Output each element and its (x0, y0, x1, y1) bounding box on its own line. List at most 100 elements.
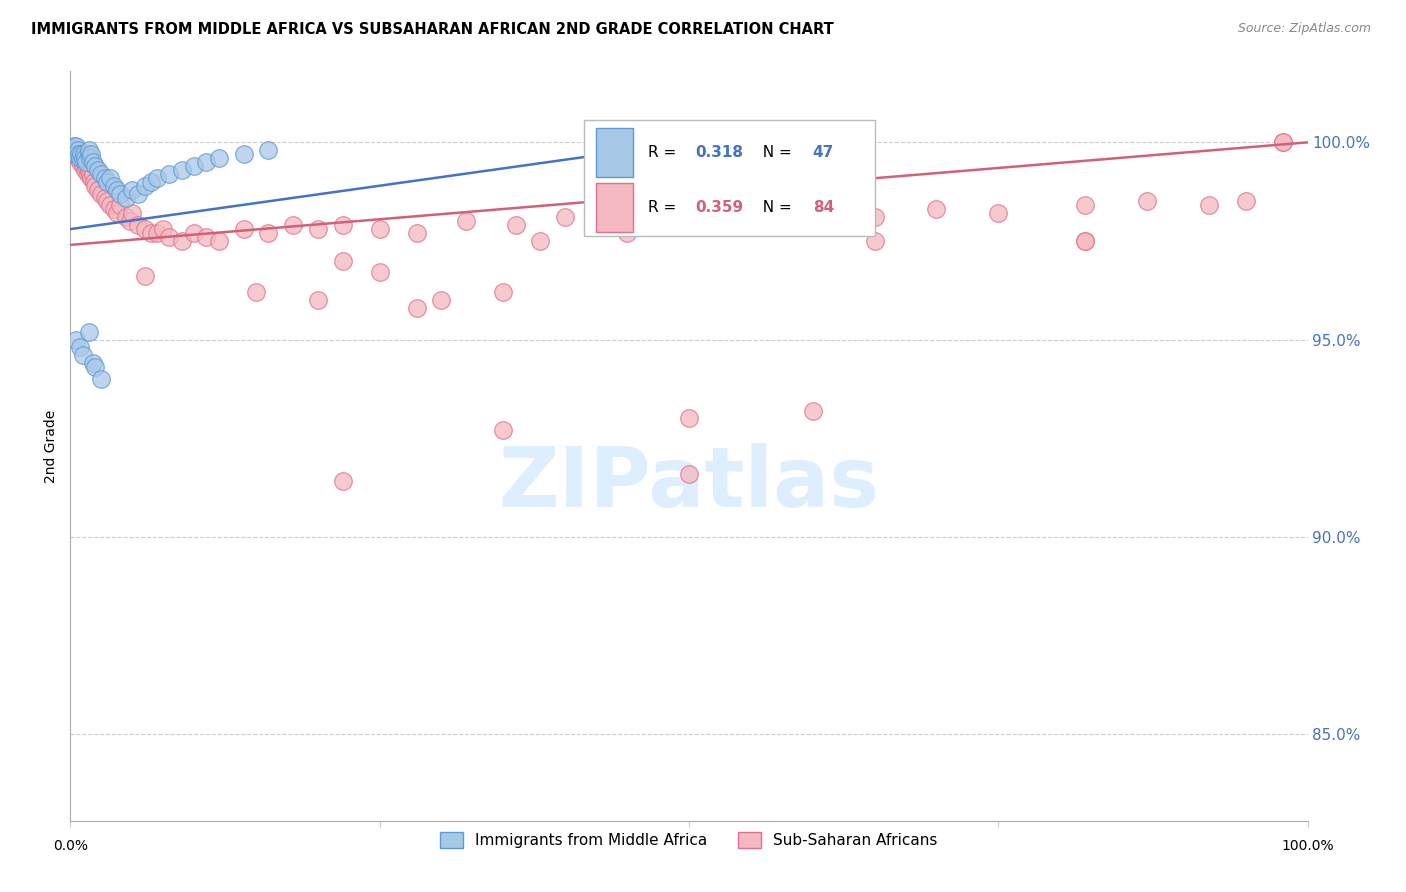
Point (863, 211, 886, 225)
Point (108, 186, 131, 201)
Text: 0.0%: 0.0% (53, 839, 87, 854)
Point (96, 175, 118, 189)
Point (77, 143, 100, 157)
Point (170, 234, 193, 248)
Point (529, 234, 551, 248)
Point (232, 222, 254, 236)
Point (492, 285, 515, 300)
Text: R =: R = (648, 200, 682, 215)
Point (925, 202, 948, 217)
Point (84, 360, 107, 375)
Text: 47: 47 (813, 145, 834, 160)
Point (554, 211, 576, 225)
Point (1198, 198, 1220, 212)
Point (65, 139, 87, 153)
Point (90, 186, 112, 201)
Point (80, 147, 103, 161)
Point (146, 170, 169, 185)
Point (65, 147, 87, 161)
Point (139, 226, 162, 240)
Point (75, 159, 97, 173)
Point (208, 151, 231, 165)
Point (157, 230, 180, 244)
Point (98, 170, 121, 185)
Point (1074, 198, 1097, 212)
FancyBboxPatch shape (583, 120, 875, 236)
Point (195, 230, 218, 244)
Point (62, 147, 84, 161)
Point (75, 151, 97, 165)
Point (66, 151, 89, 165)
Point (121, 206, 143, 220)
Point (79, 167, 101, 181)
Point (75, 163, 97, 178)
Point (232, 147, 254, 161)
Point (332, 475, 354, 489)
Point (307, 222, 329, 236)
Point (84, 159, 107, 173)
Text: IMMIGRANTS FROM MIDDLE AFRICA VS SUBSAHARAN AFRICAN 2ND GRADE CORRELATION CHART: IMMIGRANTS FROM MIDDLE AFRICA VS SUBSAHA… (31, 22, 834, 37)
Point (69, 155, 91, 169)
Point (134, 269, 156, 284)
Point (80, 170, 103, 185)
Text: R =: R = (648, 145, 682, 160)
Point (118, 214, 141, 228)
Point (65, 147, 87, 161)
Point (139, 175, 162, 189)
Point (84, 178, 107, 193)
Point (703, 211, 725, 225)
Point (127, 218, 149, 232)
Point (96, 194, 118, 209)
Point (603, 214, 626, 228)
Point (368, 222, 391, 236)
Point (83, 175, 105, 189)
Point (134, 178, 156, 193)
Point (66, 143, 89, 157)
Point (456, 214, 478, 228)
Point (105, 183, 128, 197)
Point (405, 226, 427, 240)
Point (65, 143, 87, 157)
FancyBboxPatch shape (596, 183, 633, 232)
Point (195, 155, 218, 169)
Point (121, 183, 143, 197)
Point (801, 206, 824, 220)
Text: 100.0%: 100.0% (1281, 839, 1334, 854)
Point (183, 159, 205, 173)
Point (1234, 194, 1257, 209)
Point (652, 218, 675, 232)
Point (108, 198, 131, 212)
Point (183, 226, 205, 240)
Point (368, 265, 391, 279)
Point (1271, 136, 1294, 150)
Y-axis label: 2nd Grade: 2nd Grade (45, 409, 59, 483)
Point (1074, 234, 1097, 248)
Point (77, 325, 100, 339)
Text: ZIPatlas: ZIPatlas (499, 443, 879, 524)
Point (82, 155, 104, 169)
Point (307, 293, 329, 307)
Point (1074, 234, 1097, 248)
Point (430, 293, 453, 307)
Point (987, 206, 1010, 220)
Point (616, 226, 638, 240)
Point (105, 206, 128, 220)
Point (65, 143, 87, 157)
Point (69, 151, 91, 165)
Point (257, 226, 280, 240)
Point (70, 151, 93, 165)
Point (752, 214, 775, 228)
Point (146, 226, 169, 240)
Text: N =: N = (754, 200, 797, 215)
Point (103, 178, 125, 193)
Point (332, 218, 354, 232)
Point (405, 301, 427, 315)
Point (77, 163, 100, 178)
Point (152, 222, 174, 236)
Point (72, 151, 94, 165)
Point (257, 143, 280, 157)
Point (90, 372, 112, 386)
Point (90, 167, 112, 181)
Point (79, 151, 101, 165)
Legend: Immigrants from Middle Africa, Sub-Saharan Africans: Immigrants from Middle Africa, Sub-Sahar… (434, 826, 943, 855)
